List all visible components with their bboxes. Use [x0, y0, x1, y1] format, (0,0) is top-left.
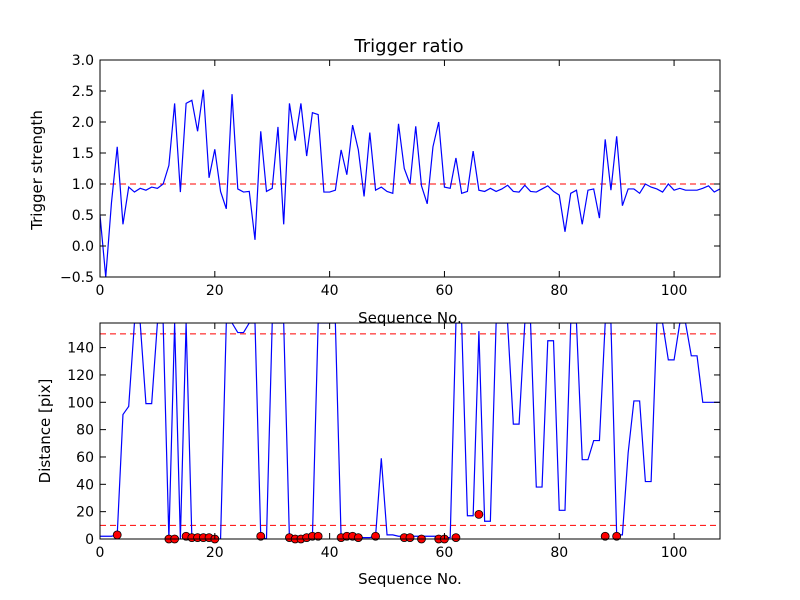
top-xtick-label: 60: [436, 283, 454, 299]
bottom-plot-area: [100, 323, 720, 544]
bottom-marker-point-0: [112, 530, 122, 540]
bottom-marker-point-28: [600, 531, 610, 541]
bottom-ticks: 0 20 40 60 80 100 0 20 40 60 80 100 120 140: [67, 323, 720, 561]
top-ytick-label: 0.0: [72, 239, 94, 255]
bottom-marker-point-27: [474, 509, 484, 519]
bottom-marker-point-22: [405, 533, 415, 543]
bottom-marker-point-20: [371, 531, 380, 541]
bottom-xtick-label: 100: [661, 545, 688, 561]
bottom-xtick-label: 40: [321, 545, 339, 561]
top-ytick-label: 1.5: [72, 146, 94, 162]
bottom-panel: 0 20 40 60 80 100 0 20 40 60 80 100 120 140 Sequence …: [36, 322, 721, 588]
top-xtick-label: 0: [96, 283, 105, 299]
top-ytick-label: 0.5: [72, 208, 94, 224]
top-axes-frame: [99, 59, 721, 278]
bottom-ytick-label: 80: [76, 423, 94, 439]
bottom-ytick-label: 0: [85, 532, 94, 548]
top-ytick-label: 3.0: [72, 53, 94, 69]
top-xlabel: Sequence No.: [358, 309, 462, 327]
top-ylabel: Trigger strength: [28, 110, 46, 231]
bottom-ytick-label: 100: [67, 395, 94, 411]
top-ticks: 0 20 40 60 80 100 −0.5 0.0 0.5 1.0 1.5 2.0 2.5 3.0: [60, 53, 720, 299]
top-ytick-label: 1.0: [72, 177, 94, 193]
top-xtick-label: 100: [661, 283, 688, 299]
bottom-marker-point-9: [256, 531, 266, 541]
top-plot-area: [100, 89, 720, 277]
bottom-marker-point-29: [612, 531, 622, 541]
bottom-xtick-label: 0: [96, 545, 105, 561]
top-ytick-label: −0.5: [60, 270, 94, 286]
top-series-line-0: [100, 89, 720, 277]
bottom-ylabel: Distance [pix]: [36, 379, 54, 484]
top-xtick-label: 40: [321, 283, 339, 299]
bottom-marker-point-26: [451, 533, 461, 543]
top-xtick-label: 20: [206, 283, 224, 299]
bottom-marker-point-15: [313, 531, 323, 541]
top-ytick-label: 2.0: [72, 115, 94, 131]
top-xtick-label: 80: [550, 283, 568, 299]
bottom-marker-point-19: [353, 533, 363, 543]
top-ytick-label: 2.5: [72, 84, 94, 100]
bottom-series-line-0: [100, 323, 720, 539]
bottom-ytick-label: 120: [67, 368, 94, 384]
bottom-ytick-label: 20: [76, 505, 94, 521]
bottom-xtick-label: 80: [550, 545, 568, 561]
top-panel: 0 20 40 60 80 100 −0.5 0.0 0.5 1.0 1.5 2.0 2.5 3.0 Se…: [28, 53, 721, 327]
bottom-xlabel: Sequence No.: [358, 570, 462, 588]
bottom-axes-frame: [99, 322, 721, 540]
bottom-ytick-label: 140: [67, 341, 94, 357]
bottom-xtick-label: 20: [206, 545, 224, 561]
bottom-ytick-label: 60: [76, 450, 94, 466]
chart-title: Trigger ratio: [353, 36, 463, 57]
bottom-ytick-label: 40: [76, 477, 94, 493]
bottom-xtick-label: 60: [436, 545, 454, 561]
